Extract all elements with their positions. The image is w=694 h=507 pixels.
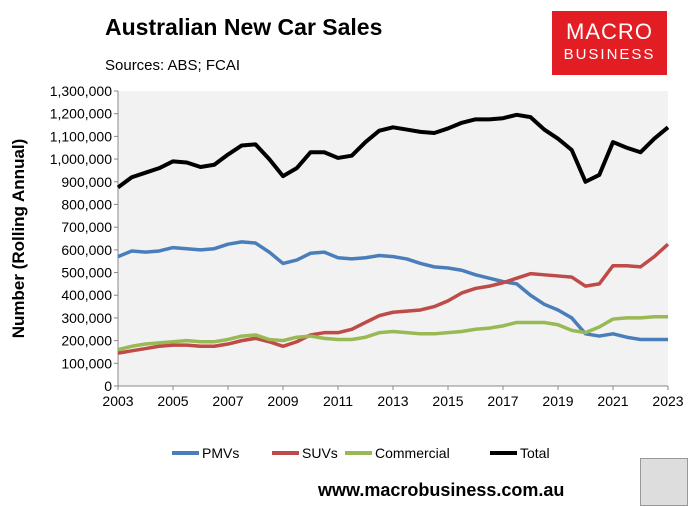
y-tick-label: 500,000 [61,265,112,281]
x-tick-label: 2003 [102,393,133,409]
line-chart: 0 100,000 200,000 300,000 400,000 500,000 600,… [9,83,684,461]
x-tick-label: 2007 [212,393,243,409]
y-tick-label: 1,100,000 [50,128,112,144]
website-url: www.macrobusiness.com.au [318,480,565,500]
x-tick-label: 2023 [652,393,683,409]
logo-line2: BUSINESS [563,46,656,63]
y-tick-label: 200,000 [61,333,112,349]
x-tick-label: 2015 [432,393,463,409]
logo-line1: MACRO [566,19,653,44]
y-tick-label: 100,000 [61,355,112,371]
wolf-logo-image [640,458,688,506]
y-tick-label: 800,000 [61,196,112,212]
x-tick-label: 2013 [377,393,408,409]
y-tick-label: 600,000 [61,242,112,258]
series-line-commercial [117,315,668,352]
x-tick-label: 2011 [323,393,353,409]
y-tick-label: 1,200,000 [50,106,112,122]
series-line-pmvs [117,240,668,342]
x-tick-label: 2021 [597,393,628,409]
legend-label-pmvs: PMVs [202,445,239,461]
y-axis-label: Number (Rolling Annual) [9,139,28,339]
chart-title: Australian New Car Sales [105,14,383,40]
legend-label-total: Total [520,445,550,461]
y-tick-label: 1,300,000 [50,83,112,99]
y-tick-label: 300,000 [61,310,112,326]
x-tick-label: 2009 [267,393,298,409]
y-tick-label: 0 [104,378,112,394]
y-tick-label: 900,000 [61,174,112,190]
legend-label-commercial: Commercial [375,445,450,461]
plot-area [118,91,668,386]
x-tick-label: 2005 [157,393,188,409]
series-line-suvs [117,242,670,355]
x-tick-label: 2017 [487,393,518,409]
y-tick-label: 400,000 [61,287,112,303]
series-line-total [116,112,670,190]
x-tick-label: 2019 [542,393,573,409]
y-tick-label: 1,000,000 [50,151,112,167]
y-tick-label: 700,000 [61,219,112,235]
legend-label-suvs: SUVs [302,445,338,461]
sources-note: Sources: ABS; FCAI [105,57,241,74]
macrobusiness-logo: MACRO BUSINESS [552,11,667,75]
